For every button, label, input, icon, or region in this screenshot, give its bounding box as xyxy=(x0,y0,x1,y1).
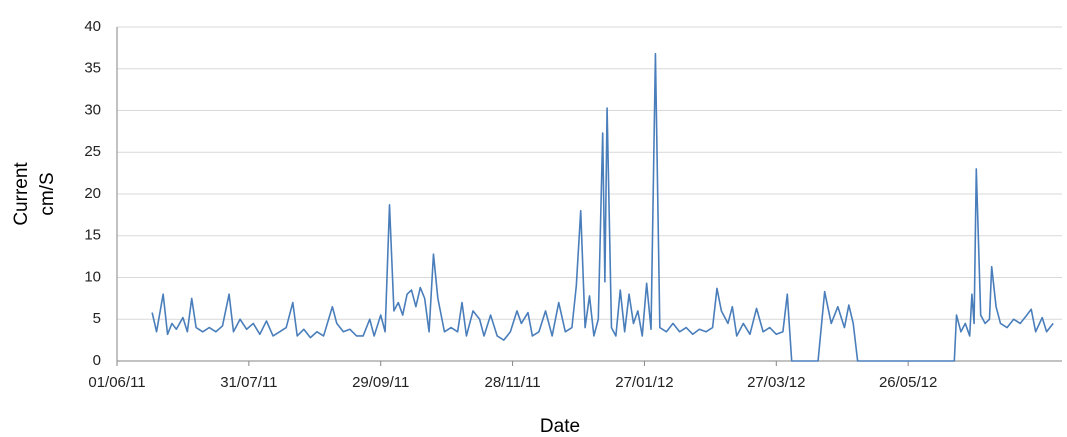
y-tick-label: 10 xyxy=(84,268,101,285)
y-tick-label: 25 xyxy=(84,143,101,160)
y-tick-label: 30 xyxy=(84,101,101,118)
y-tick-label: 20 xyxy=(84,185,101,202)
data-line xyxy=(151,52,1054,362)
x-axis-title: Date xyxy=(540,416,580,437)
y-axis-unit: cm/S xyxy=(37,172,58,215)
x-tick-label: 27/03/12 xyxy=(747,374,805,391)
y-tick-label: 0 xyxy=(93,352,101,369)
x-tick-label: 26/05/12 xyxy=(879,374,937,391)
x-tick-label: 28/11/11 xyxy=(484,374,540,391)
y-axis-title: Current xyxy=(11,162,32,226)
y-tick-label: 5 xyxy=(93,310,101,327)
x-tick-label: 29/09/11 xyxy=(352,374,409,391)
y-tick-label: 15 xyxy=(84,227,101,244)
x-tick-label: 31/07/11 xyxy=(220,374,277,391)
y-tick-label: 40 xyxy=(84,18,101,35)
x-tick-label: 01/06/11 xyxy=(88,374,145,391)
y-tick-label: 35 xyxy=(84,60,101,77)
x-tick-label: 27/01/12 xyxy=(615,374,673,391)
